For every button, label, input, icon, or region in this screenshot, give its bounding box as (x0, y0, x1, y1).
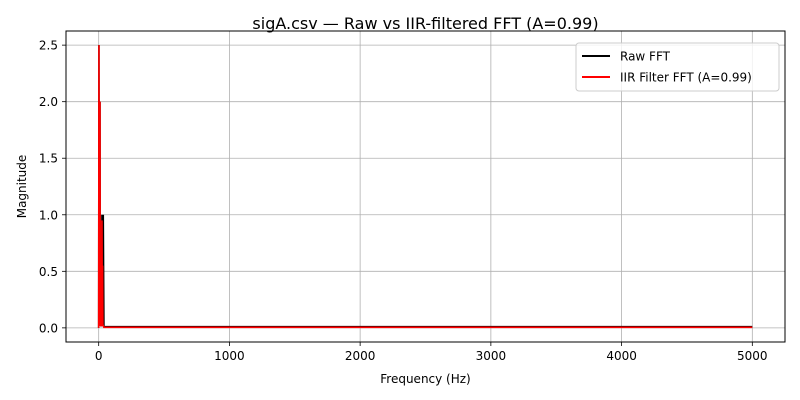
x-tick-label: 1000 (214, 349, 245, 363)
y-axis-ticks: 0.0 0.5 1.0 1.5 2.0 2.5 (39, 39, 66, 335)
legend-label-iir-filter-fft: IIR Filter FFT (A=0.99) (620, 71, 752, 85)
y-tick-label: 0.5 (39, 265, 58, 279)
x-tick-label: 2000 (345, 349, 376, 363)
series-line-iir-filter-fft (97, 45, 753, 329)
y-axis-label: Magnitude (15, 155, 29, 219)
legend-box (575, 42, 780, 92)
plot-frame (65, 30, 786, 343)
series-layer (97, 45, 753, 329)
y-tick-label: 1.5 (39, 152, 58, 166)
y-tick-label: 1.0 (39, 208, 58, 222)
x-tick-label: 4000 (606, 349, 637, 363)
x-tick-label: 5000 (737, 349, 768, 363)
x-axis-label: Frequency (Hz) (380, 372, 471, 386)
chart-title: sigA.csv — Raw vs IIR-filtered FFT (A=0.… (252, 14, 598, 33)
legend: Raw FFT IIR Filter FFT (A=0.99) (575, 42, 780, 92)
x-axis-ticks: 0 1000 2000 3000 4000 5000 (95, 342, 768, 363)
y-tick-label: 2.0 (39, 95, 58, 109)
y-tick-label: 0.0 (39, 321, 58, 335)
y-tick-label: 2.5 (39, 39, 58, 53)
legend-label-raw-fft: Raw FFT (620, 50, 671, 64)
x-tick-label: 3000 (476, 349, 507, 363)
x-tick-label: 0 (95, 349, 103, 363)
